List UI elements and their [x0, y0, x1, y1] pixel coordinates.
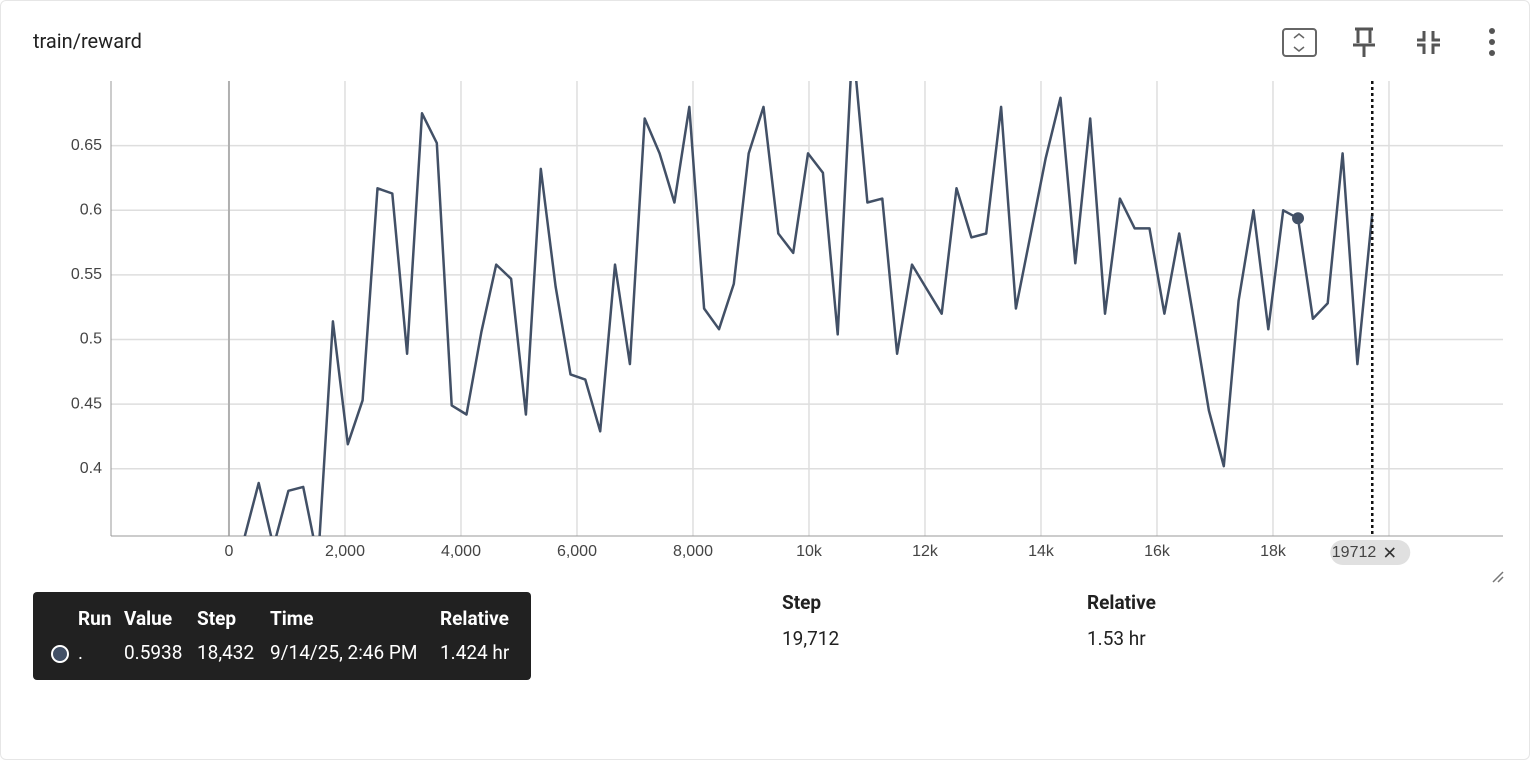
collapse-icon[interactable]: [1417, 31, 1440, 54]
fit-icon[interactable]: [1282, 28, 1317, 57]
y-tick-label: 0.4: [80, 460, 102, 477]
hover-point: [1292, 212, 1305, 225]
tooltip-header: Step: [197, 607, 237, 630]
tooltip-cell: 0.5938: [124, 641, 183, 664]
tooltip-header: Value: [124, 607, 173, 630]
table-cell: 19,712: [782, 627, 840, 650]
x-tick-label: 4,000: [441, 543, 481, 560]
y-tick-label: 0.55: [71, 266, 102, 283]
card-title: train/reward: [33, 29, 142, 53]
x-tick-label: 12k: [912, 543, 939, 560]
y-tick-label: 0.5: [80, 331, 102, 348]
labels: 0.4 0.45 0.5 0.55 0.6 0.65 0 2,000 4,000 6,000 8,0…: [71, 137, 1403, 560]
x-tick-label: 8,000: [673, 543, 713, 560]
plot: [243, 81, 1374, 536]
tooltip: Run Value Step Time Relative. 0.5938 18,432 9/1…: [33, 592, 531, 680]
chart: 0.4 0.45 0.5 0.55 0.6 0.65 0 2,000 4,000 6,000 8,0…: [71, 27, 1504, 583]
table-header: Relative: [1087, 591, 1156, 614]
y-tick-label: 0.45: [71, 395, 102, 412]
tooltip-header: Run: [78, 607, 112, 630]
tooltip-cell: 18,432: [197, 641, 255, 664]
table-header: Step: [782, 591, 822, 614]
grid: [111, 81, 1503, 536]
series-line: [243, 81, 1374, 536]
y-tick-label: 0.65: [71, 137, 102, 154]
chip-close: [1384, 547, 1395, 558]
x-tick-label: 16k: [1144, 543, 1171, 560]
tooltip-header: Time: [270, 607, 314, 630]
pin-icon[interactable]: [1353, 27, 1375, 57]
table-cell: 1.53 hr: [1087, 627, 1146, 650]
more-icon[interactable]: [1489, 28, 1495, 56]
x-tick-label: 10k: [796, 543, 823, 560]
x-tick-label: 14k: [1028, 543, 1055, 560]
tooltip-run-color: [51, 645, 69, 663]
x-tick-label: 6,000: [557, 543, 597, 560]
y-tick-label: 0.6: [80, 201, 102, 218]
resize-handle[interactable]: [1492, 571, 1504, 583]
tooltip-cell: .: [78, 641, 84, 664]
x-tick-label: 18k: [1260, 543, 1287, 560]
x-tick-label: 0: [225, 543, 234, 560]
tooltip-cell: 1.424 hr: [440, 641, 510, 664]
tooltip-header: Relative: [440, 607, 509, 630]
step-chip: [1330, 540, 1411, 565]
tooltip-cell: 9/14/25, 2:46 PM: [270, 641, 418, 664]
x-tick-label: 2,000: [325, 543, 365, 560]
step-chip-label: 19712: [1332, 544, 1377, 561]
